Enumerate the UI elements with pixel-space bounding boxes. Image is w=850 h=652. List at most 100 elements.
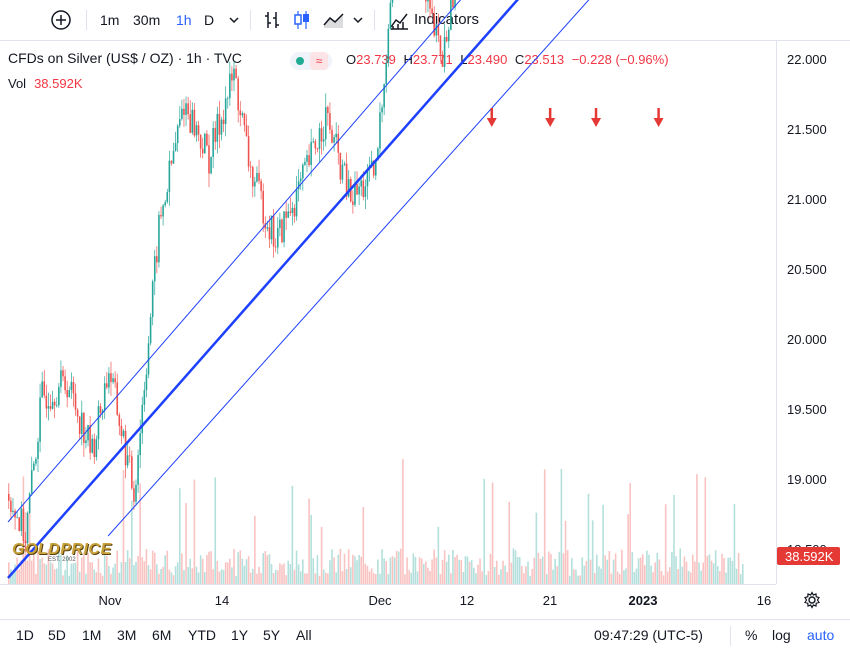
candle bbox=[304, 161, 306, 165]
status-pill[interactable]: ≈ bbox=[290, 52, 332, 70]
candle bbox=[18, 517, 21, 531]
candle bbox=[160, 215, 162, 217]
candle bbox=[289, 211, 292, 214]
volume-bar bbox=[696, 474, 698, 584]
interval-1m[interactable]: 1m bbox=[100, 12, 120, 28]
candle bbox=[324, 107, 327, 140]
range-1y[interactable]: 1Y bbox=[231, 627, 249, 643]
candle bbox=[362, 180, 365, 197]
price-axis[interactable] bbox=[776, 40, 850, 584]
volume-bar bbox=[364, 563, 367, 584]
volume-bar bbox=[279, 563, 281, 584]
volume-bar bbox=[545, 574, 548, 584]
volume-bar bbox=[172, 575, 175, 584]
range-6m[interactable]: 6M bbox=[152, 627, 172, 643]
candle bbox=[314, 141, 317, 149]
volume-bar bbox=[627, 514, 629, 584]
volume-bar bbox=[335, 572, 337, 584]
chevron-down-icon[interactable] bbox=[228, 14, 240, 38]
symbol-title[interactable]: CFDs on Silver (US$ / OZ) · 1h · TVC bbox=[8, 50, 242, 66]
candle bbox=[368, 165, 371, 169]
volume-bar bbox=[20, 560, 23, 584]
candle bbox=[174, 143, 177, 151]
volume-bar bbox=[64, 569, 66, 584]
area-chart-icon[interactable] bbox=[322, 9, 346, 33]
volume-bar bbox=[514, 550, 517, 584]
volume-bar bbox=[168, 569, 171, 584]
volume-bar bbox=[331, 549, 333, 584]
settings-gear-icon[interactable] bbox=[803, 591, 821, 609]
volume-bar bbox=[723, 558, 725, 584]
candle bbox=[383, 84, 385, 108]
candle bbox=[153, 256, 156, 282]
bars-chart-icon[interactable] bbox=[262, 9, 282, 33]
volume-bar bbox=[535, 512, 538, 584]
candle bbox=[358, 186, 360, 195]
range-5d[interactable]: 5D bbox=[48, 627, 66, 643]
range-all[interactable]: All bbox=[296, 627, 312, 643]
volume-bar bbox=[656, 552, 659, 584]
candles-chart-icon[interactable] bbox=[292, 9, 312, 33]
volume-bar bbox=[454, 557, 456, 584]
percent-toggle[interactable]: % bbox=[745, 627, 758, 643]
interval-d[interactable]: D bbox=[204, 12, 215, 28]
candle bbox=[116, 382, 119, 415]
candle bbox=[279, 219, 281, 229]
volume-bar bbox=[226, 562, 229, 584]
volume-bar bbox=[716, 566, 719, 584]
volume-bar bbox=[510, 562, 513, 584]
volume-bar bbox=[541, 556, 544, 584]
range-1m[interactable]: 1M bbox=[82, 627, 102, 643]
volume-bar bbox=[352, 554, 354, 584]
chevron-down-icon[interactable] bbox=[352, 14, 364, 38]
volume-bar bbox=[447, 554, 450, 584]
volume-bar bbox=[602, 504, 604, 584]
volume-bar bbox=[641, 554, 644, 584]
candle bbox=[97, 406, 100, 440]
volume-bar bbox=[53, 569, 56, 584]
candle bbox=[112, 378, 114, 383]
volume-bar bbox=[698, 562, 700, 584]
range-3m[interactable]: 3M bbox=[117, 627, 137, 643]
add-symbol-icon[interactable] bbox=[50, 9, 72, 33]
indicators-icon[interactable] bbox=[388, 9, 410, 33]
volume-bar bbox=[456, 554, 458, 584]
volume-bar bbox=[302, 559, 304, 584]
volume-bar bbox=[360, 556, 363, 584]
volume-bar bbox=[691, 554, 694, 584]
interval-30m[interactable]: 30m bbox=[133, 12, 161, 28]
clock-time[interactable]: 09:47:29 (UTC-5) bbox=[594, 627, 703, 643]
volume-bar bbox=[133, 565, 135, 584]
volume-bar bbox=[383, 558, 385, 584]
volume-bar bbox=[429, 570, 431, 584]
volume-bar bbox=[673, 494, 675, 584]
auto-toggle[interactable]: auto bbox=[807, 627, 835, 643]
volume-bar bbox=[733, 504, 736, 584]
volume-bar bbox=[101, 575, 104, 584]
interval-1h[interactable]: 1h bbox=[176, 12, 192, 28]
volume-bar bbox=[110, 573, 112, 584]
log-toggle[interactable]: log bbox=[772, 627, 791, 643]
volume-bar bbox=[293, 569, 296, 584]
volume-bar bbox=[571, 558, 573, 584]
volume-bar bbox=[483, 478, 486, 584]
candle bbox=[285, 211, 287, 218]
volume-bar bbox=[725, 572, 727, 584]
range-1d[interactable]: 1D bbox=[16, 627, 34, 643]
candle bbox=[45, 395, 48, 409]
indicators-button[interactable]: Indicators bbox=[414, 11, 480, 28]
candle bbox=[12, 510, 14, 513]
volume-bar bbox=[362, 507, 365, 584]
time-axis[interactable] bbox=[0, 584, 776, 619]
volume-bar bbox=[506, 572, 508, 584]
candle bbox=[114, 378, 116, 383]
range-ytd[interactable]: YTD bbox=[188, 627, 216, 643]
volume-bar bbox=[687, 570, 690, 584]
candle bbox=[339, 152, 342, 180]
price-chart[interactable]: 25.00024.50023.50023.00022.50022.00021.5… bbox=[0, 0, 850, 619]
range-5y[interactable]: 5Y bbox=[263, 627, 281, 643]
candle bbox=[28, 493, 31, 513]
candle bbox=[287, 211, 290, 218]
candle bbox=[291, 207, 294, 214]
volume-bar bbox=[452, 549, 454, 584]
